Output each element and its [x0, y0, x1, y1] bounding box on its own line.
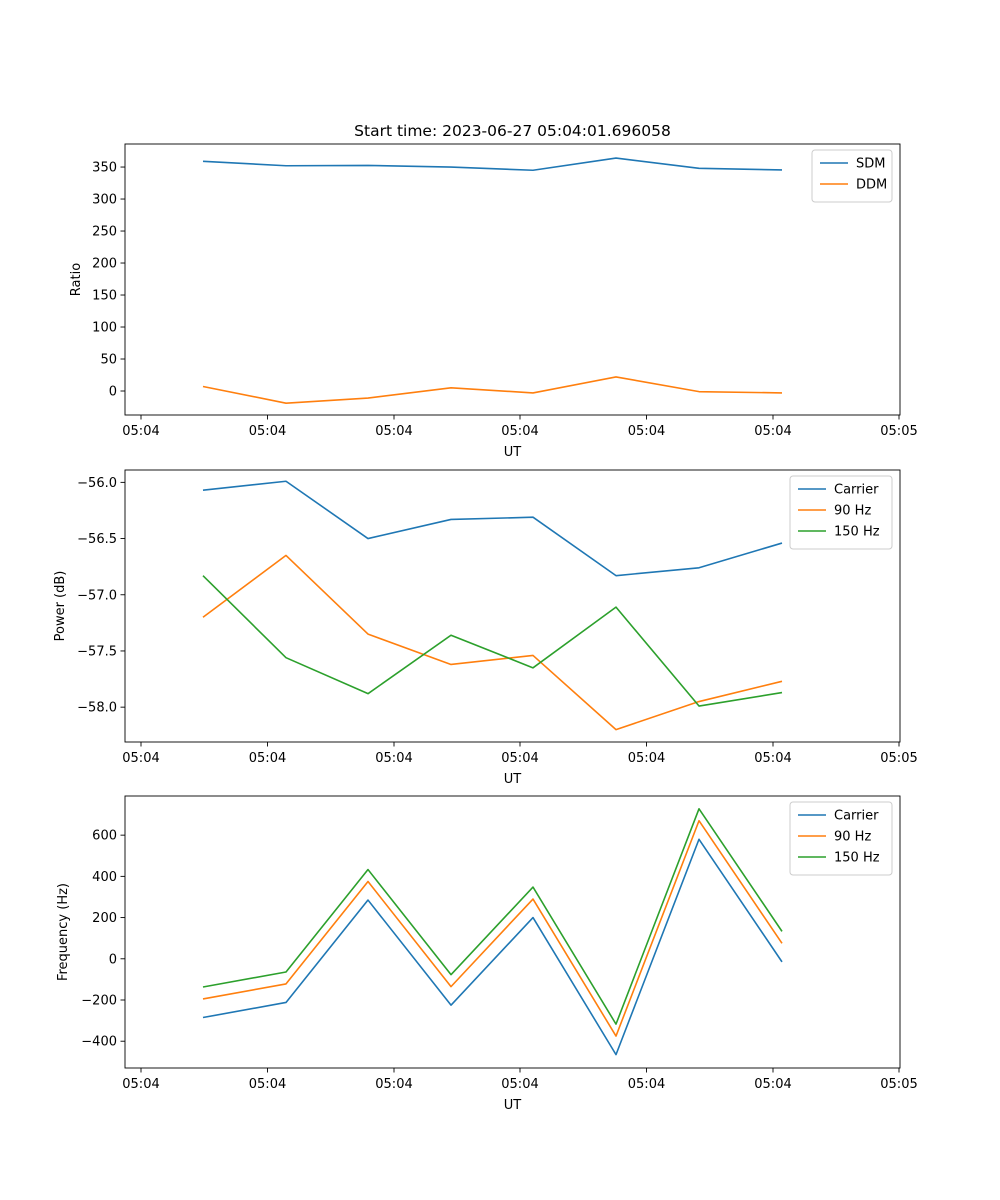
x-tick-label: 05:04: [375, 424, 412, 439]
x-tick-label: 05:04: [754, 751, 791, 766]
series-line-carrier: [202, 838, 783, 1056]
y-tick-label: 0: [109, 952, 117, 967]
legend-label: 90 Hz: [834, 504, 871, 519]
x-tick-label: 05:04: [754, 424, 791, 439]
y-tick-label: −58.0: [77, 701, 117, 716]
y-tick-label: 300: [92, 193, 117, 208]
y-tick-label: 200: [92, 911, 117, 926]
y-tick-label: 200: [92, 257, 117, 272]
legend-label: DDM: [856, 178, 887, 193]
legend: Carrier 90 Hz 150 Hz: [789, 801, 893, 876]
x-tick-label: 05:04: [501, 1077, 538, 1092]
legend-label: Carrier: [834, 809, 879, 824]
y-tick-label: 150: [92, 289, 117, 304]
panel-3: −400 −200 0 200 400 600 05:04 05:04 05:04 05:04 05…: [56, 795, 918, 1113]
legend-label: Carrier: [834, 483, 879, 498]
y-tick-label: 250: [92, 225, 117, 240]
series-line-90-hz: [202, 819, 783, 1037]
y-tick-label: −57.0: [77, 588, 117, 603]
x-axis-label: UT: [504, 772, 522, 787]
y-tick-label: 50: [100, 353, 117, 368]
chart-title: Start time: 2023-06-27 05:04:01.696058: [354, 122, 671, 140]
y-axis-label: Frequency (Hz): [56, 883, 71, 981]
x-tick-label: 05:04: [375, 1077, 412, 1092]
series-line-carrier: [202, 480, 783, 577]
legend-label: 150 Hz: [834, 851, 880, 866]
axes-frame: [124, 469, 901, 743]
y-tick-label: 100: [92, 321, 117, 336]
legend-label: SDM: [856, 157, 885, 172]
y-tick-label: 350: [92, 161, 117, 176]
y-tick-label: −200: [81, 994, 117, 1009]
x-tick-label: 05:04: [628, 1077, 665, 1092]
x-tick-label: 05:04: [501, 424, 538, 439]
series-line-90-hz: [202, 554, 783, 731]
x-tick-label: 05:04: [249, 1077, 286, 1092]
legend: Carrier 90 Hz 150 Hz: [789, 475, 893, 550]
x-tick-label: 05:04: [122, 751, 159, 766]
axes-frame: [124, 143, 901, 416]
x-tick-label: 05:04: [754, 1077, 791, 1092]
x-tick-label: 05:04: [122, 424, 159, 439]
y-axis-label: Ratio: [69, 263, 84, 296]
x-tick-label: 05:04: [122, 1077, 159, 1092]
panel-1: 0 50 100 150 200 250 300 350 05:04 05:04 05:04 05:0…: [69, 143, 918, 460]
series-line-sdm: [202, 157, 783, 172]
x-tick-label: 05:04: [249, 751, 286, 766]
x-tick-label: 05:04: [628, 751, 665, 766]
x-axis-label: UT: [504, 1098, 522, 1113]
series-line-150-hz: [202, 575, 783, 707]
x-tick-label: 05:04: [375, 751, 412, 766]
x-axis-label: UT: [504, 445, 522, 460]
y-tick-label: −400: [81, 1035, 117, 1050]
legend-label: 150 Hz: [834, 525, 880, 540]
y-tick-label: 0: [109, 385, 117, 400]
y-tick-label: −56.0: [77, 476, 117, 491]
y-axis-label: Power (dB): [53, 571, 68, 642]
x-tick-label: 05:05: [880, 751, 917, 766]
y-tick-label: −56.5: [77, 532, 117, 547]
series-line-ddm: [202, 376, 783, 404]
legend: SDM DDM: [811, 149, 893, 203]
y-tick-label: −57.5: [77, 644, 117, 659]
x-tick-label: 05:04: [501, 751, 538, 766]
x-tick-label: 05:04: [628, 424, 665, 439]
y-tick-label: 600: [92, 829, 117, 844]
x-tick-label: 05:05: [880, 424, 917, 439]
x-tick-label: 05:05: [880, 1077, 917, 1092]
axes-frame: [124, 795, 901, 1069]
y-tick-label: 400: [92, 870, 117, 885]
panel-2: −56.0 −56.5 −57.0 −57.5 −58.0 05:04 05:04 05:04…: [53, 469, 918, 787]
legend-label: 90 Hz: [834, 830, 871, 845]
x-tick-label: 05:04: [249, 424, 286, 439]
series-line-150-hz: [202, 807, 783, 1025]
